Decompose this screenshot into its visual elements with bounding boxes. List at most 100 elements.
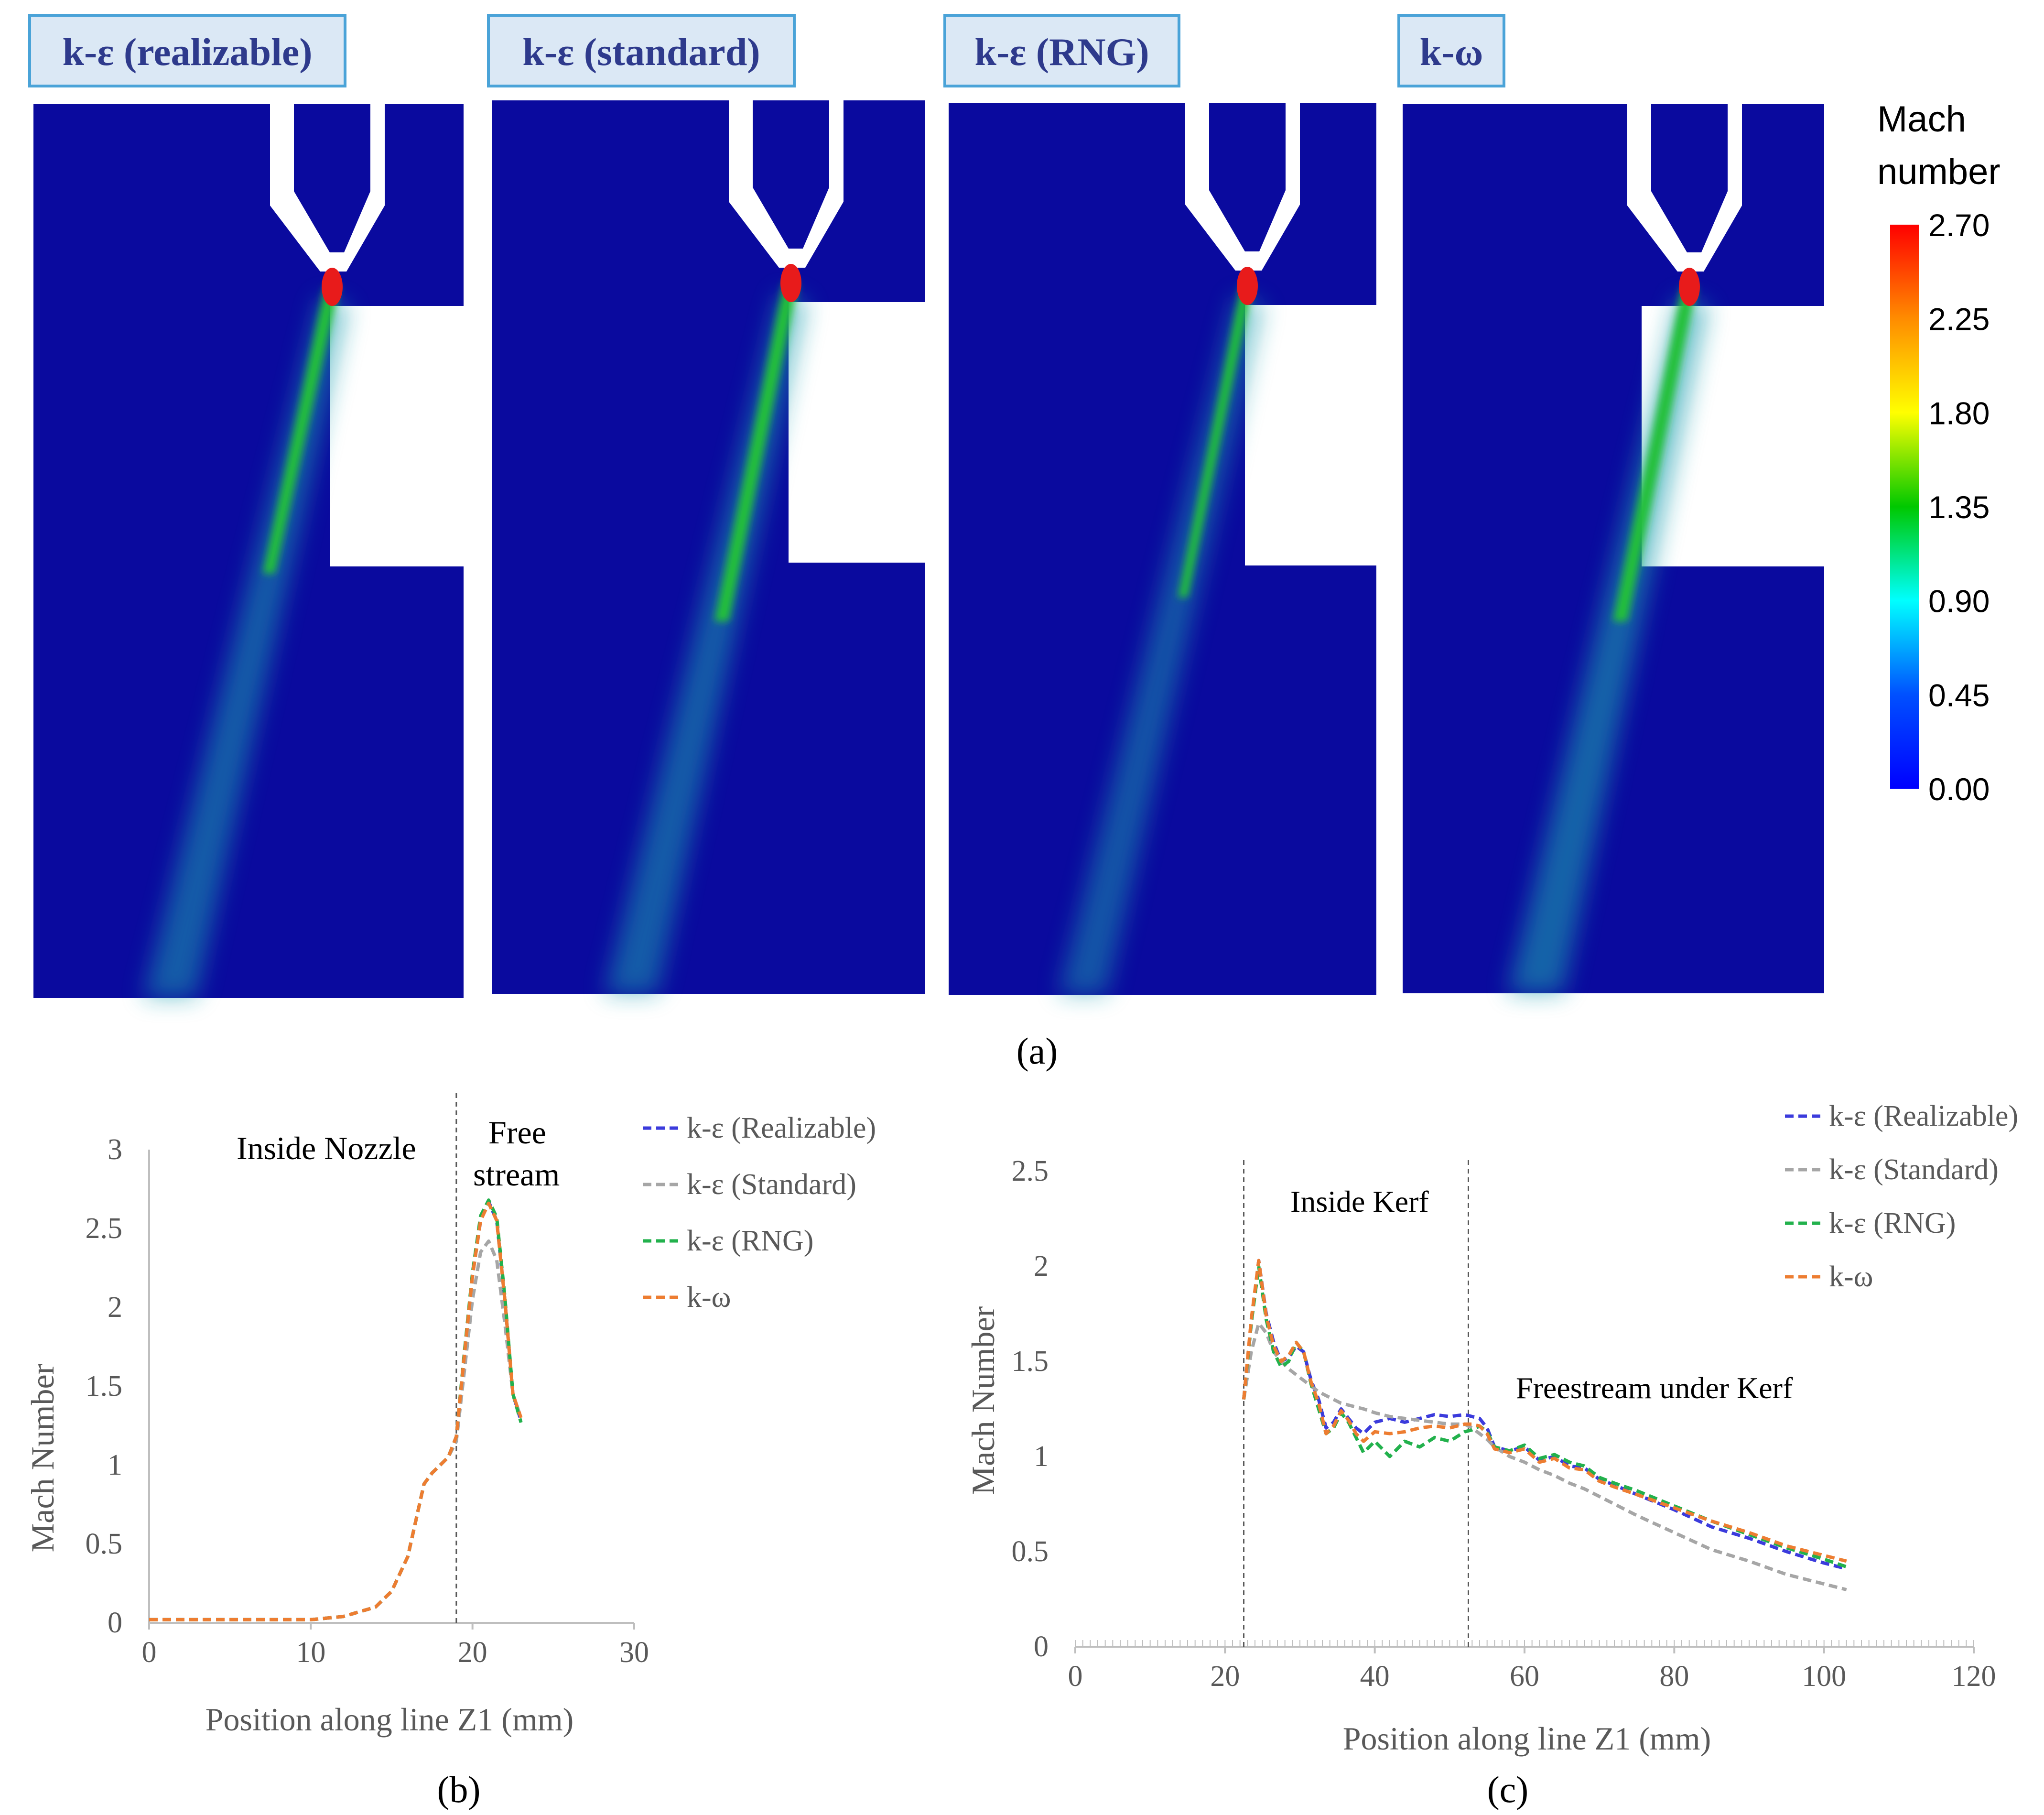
y-tick-label: 3: [108, 1133, 122, 1166]
series-lines: [1242, 1259, 1847, 1591]
y-tick-label: 0: [108, 1607, 122, 1639]
y-tick-label: 2.5: [86, 1212, 123, 1245]
legend-label: k-ω: [687, 1281, 731, 1314]
y-tick-label: 1.5: [1012, 1345, 1049, 1378]
title-box: [28, 14, 346, 87]
kerf-gap: [330, 306, 468, 566]
y-tick-label: 0.5: [1012, 1535, 1049, 1568]
colorbar-title-line1: Mach: [1877, 99, 1966, 140]
x-tick-label: 80: [1659, 1660, 1689, 1693]
colorbar-ticks: 2.70 2.25 1.80 1.35 0.90 0.45 0.00: [1928, 207, 1990, 807]
x-tick-label: 20: [1210, 1660, 1240, 1693]
panel-label-b: (b): [437, 1769, 481, 1810]
series-lines: [149, 1198, 523, 1621]
x-tick-label: 100: [1802, 1660, 1846, 1693]
kerf-gap: [789, 302, 930, 563]
contour-title: k-ε (standard): [522, 30, 760, 74]
panel-a: k-ε (realizable) k-ε (standard) k-ε (RNG…: [28, 14, 2001, 1072]
colorbar-tick-label: 0.45: [1928, 677, 1990, 713]
contour-plot-standard: k-ε (standard): [487, 14, 930, 994]
y-tick-label: 2: [108, 1291, 122, 1324]
x-tick-label: 40: [1360, 1660, 1390, 1693]
nozzle-wall: [1185, 103, 1300, 271]
annotation-stream: stream: [473, 1156, 560, 1193]
series-line-2: [1242, 1264, 1847, 1569]
colorbar-bar: [1890, 225, 1919, 789]
contour-title: k-ε (realizable): [62, 30, 312, 74]
y-axis-label: Mach Number: [24, 1363, 61, 1552]
series-line-0: [149, 1200, 523, 1621]
y-tick-label: 0: [1034, 1630, 1049, 1663]
jet-core: [1613, 287, 1697, 621]
axes: 0 20 40 60 80 100 120 0 0.5 1 1.5 2 2.5: [1012, 1155, 1996, 1693]
jet-core: [714, 283, 798, 621]
x-tick-label: 30: [619, 1636, 649, 1669]
nozzle-wall: [1627, 104, 1742, 272]
colorbar-tick-label: 1.80: [1928, 395, 1990, 431]
colorbar-title-line2: number: [1877, 152, 2001, 192]
annotation-inside-kerf: Inside Kerf: [1290, 1185, 1429, 1218]
jet-core: [1178, 286, 1253, 598]
kerf-gap: [1245, 305, 1381, 565]
y-tick-label: 2: [1034, 1250, 1049, 1282]
contour-plot-komega: k-ω: [1397, 14, 1829, 993]
colorbar: Mach number 2.70 2.25 1.80 1.35 0.90 0.45 0.00: [1877, 99, 2001, 807]
x-tick-label: 10: [296, 1636, 325, 1669]
series-line-1: [149, 1239, 523, 1621]
title-box: [943, 14, 1180, 87]
colorbar-tick-label: 2.25: [1928, 302, 1990, 337]
y-tick-label: 1: [108, 1449, 122, 1481]
annotation-inside-nozzle: Inside Nozzle: [237, 1130, 416, 1166]
legend-label: k-ε (RNG): [687, 1225, 813, 1257]
series-line-0: [1242, 1259, 1847, 1571]
legend: k-ε (Realizable) k-ε (Standard) k-ε (RNG) k…: [643, 1112, 876, 1314]
legend-label: k-ε (Realizable): [1829, 1100, 2018, 1132]
colorbar-tick-label: 0.00: [1928, 772, 1990, 807]
panel-label-c: (c): [1487, 1769, 1529, 1810]
y-tick-label: 1: [1034, 1440, 1049, 1473]
jet-throat: [780, 264, 801, 302]
legend-label: k-ε (Standard): [687, 1168, 856, 1201]
series-line-1: [1242, 1321, 1847, 1591]
jet-throat: [1679, 268, 1700, 306]
contour-plot-rng: k-ε (RNG): [943, 14, 1381, 995]
y-tick-label: 0.5: [86, 1528, 123, 1560]
title-box: [1397, 14, 1505, 87]
jet-throat: [322, 268, 343, 306]
jet-throat: [1237, 267, 1258, 305]
legend-label: k-ω: [1829, 1261, 1873, 1293]
y-tick-label: 1.5: [86, 1370, 123, 1402]
x-tick-label: 20: [458, 1636, 487, 1669]
colorbar-tick-label: 2.70: [1928, 207, 1990, 243]
legend: k-ε (Realizable) k-ε (Standard) k-ε (RNG) k…: [1785, 1100, 2018, 1293]
annotation-freestream: Freestream under Kerf: [1516, 1371, 1793, 1405]
jet-core: [263, 287, 339, 574]
x-axis-label: Position along line Z1 (mm): [205, 1701, 574, 1738]
annotation-free: Free: [488, 1114, 546, 1151]
x-tick-label: 120: [1952, 1660, 1996, 1693]
series-line-2: [149, 1198, 523, 1621]
legend-label: k-ε (RNG): [1829, 1207, 1956, 1239]
panel-label-a: (a): [1017, 1030, 1058, 1072]
series-line-3: [149, 1201, 523, 1621]
contour-plot-realizable: k-ε (realizable): [28, 14, 468, 998]
contour-title: k-ε (RNG): [974, 30, 1149, 74]
x-tick-label: 60: [1510, 1660, 1539, 1693]
nozzle-wall: [270, 104, 385, 272]
axes: 0 10 20 30 0 0.5 1 1.5 2 2.5 3: [86, 1090, 649, 1669]
x-tick-label: 0: [142, 1636, 157, 1669]
colorbar-tick-label: 0.90: [1928, 584, 1990, 619]
x-tick-label: 0: [1068, 1660, 1083, 1693]
y-tick-label: 2.5: [1012, 1155, 1049, 1187]
colorbar-tick-label: 1.35: [1928, 489, 1990, 525]
legend-label: k-ε (Realizable): [687, 1112, 876, 1144]
legend-label: k-ε (Standard): [1829, 1153, 1999, 1186]
x-axis-label: Position along line Z1 (mm): [1343, 1720, 1711, 1757]
title-box: [487, 14, 796, 87]
y-axis-label: Mach Number: [965, 1306, 1001, 1495]
nozzle-wall: [729, 100, 844, 268]
contour-title: k-ω: [1420, 30, 1483, 74]
